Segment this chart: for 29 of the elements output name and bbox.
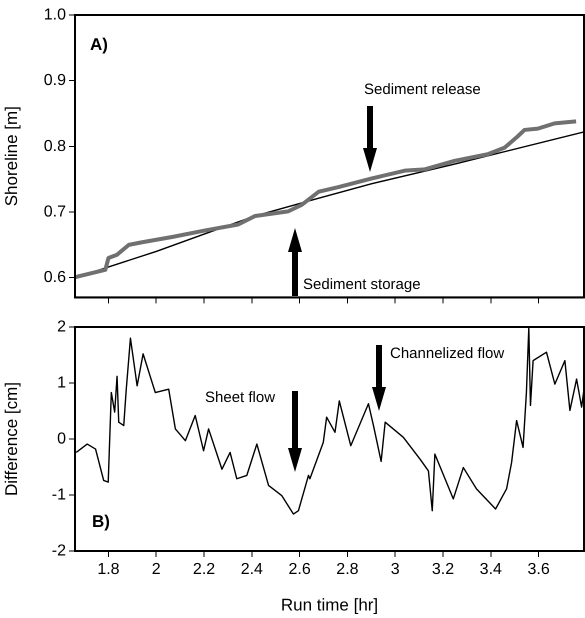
x-tick-label: 3: [390, 561, 400, 578]
x-tick-label: 2.6: [288, 561, 311, 578]
annotation: Channelized flow: [390, 345, 504, 362]
x-tick-label: 2.8: [336, 561, 359, 578]
x-tick-label: 3.6: [527, 561, 550, 578]
annotation: Sediment release: [364, 81, 481, 98]
y-tick-label: 1.0: [44, 6, 66, 24]
y-tick-label: 1: [57, 374, 66, 392]
y-axis-title: Difference [cm]: [2, 382, 21, 496]
x-tick-label: 2.2: [192, 561, 216, 578]
x-axis-title: Run time [hr]: [280, 595, 378, 614]
y-tick-label: 0.7: [44, 203, 66, 220]
x-tick-label: 3.4: [480, 561, 502, 578]
annotation: B): [92, 512, 110, 532]
y-tick-label: -1: [52, 486, 66, 504]
y-tick-label: 0.8: [44, 138, 66, 155]
y-tick-label: 0.9: [44, 72, 66, 90]
annotation: Sediment storage: [303, 276, 421, 294]
y-tick-label: 0: [57, 430, 66, 448]
y-tick-label: 2: [57, 318, 66, 336]
y-axis-title: Shoreline [m]: [2, 106, 21, 206]
annotation: A): [90, 35, 108, 55]
annotation: Sheet flow: [205, 389, 276, 406]
x-tick-label: 2.4: [240, 561, 264, 578]
x-tick-label: 3.2: [432, 561, 454, 578]
x-tick-label: 2: [152, 561, 161, 578]
y-tick-label: 0.6: [44, 269, 66, 286]
x-tick-label: 1.8: [97, 561, 120, 578]
y-tick-label: -2: [52, 542, 66, 560]
